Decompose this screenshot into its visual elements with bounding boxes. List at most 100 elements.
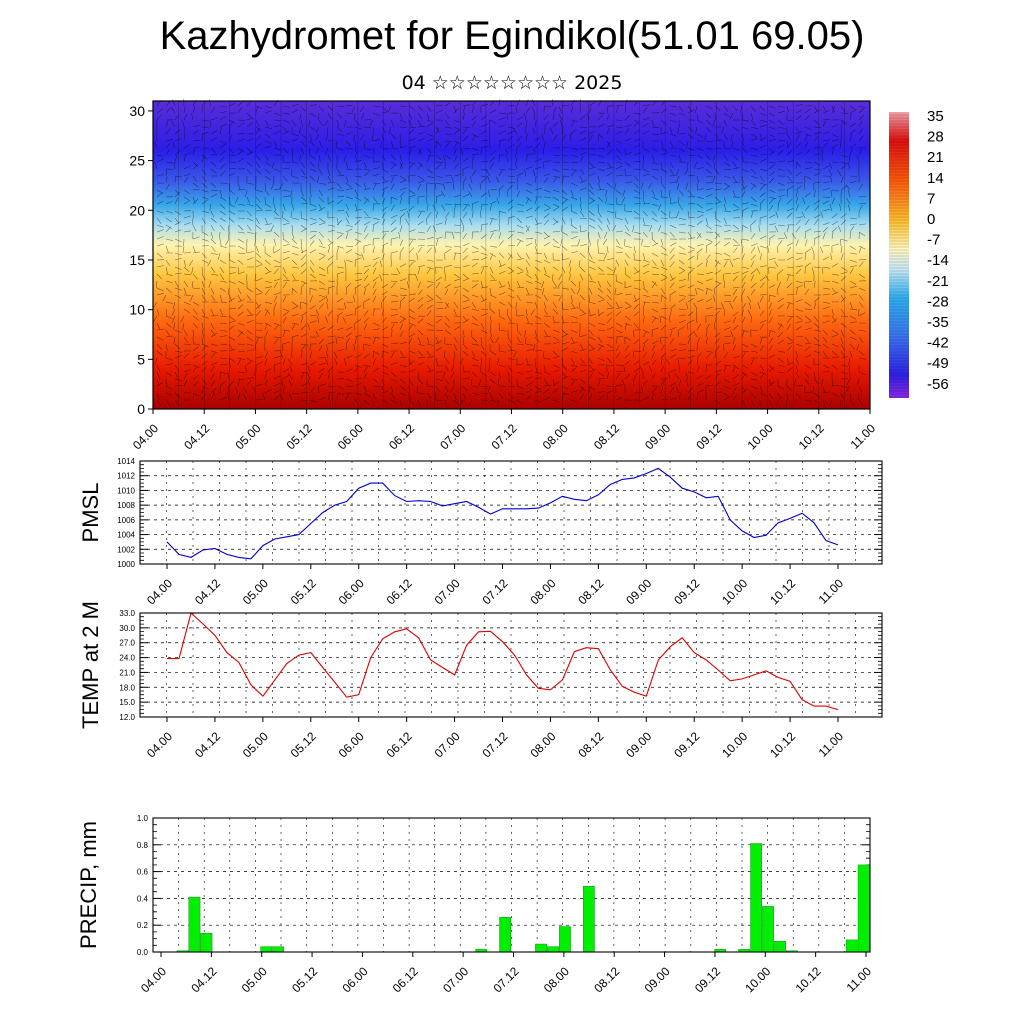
colorbar-band-lines: [889, 114, 909, 398]
colorbar-label: -49: [927, 355, 949, 372]
x-tick-label: 07.12: [479, 729, 510, 760]
y-tick-label: 33.0: [119, 609, 135, 618]
y-axis-label: TEMP at 2 M: [78, 601, 103, 729]
y-tick-label: 1010: [117, 486, 135, 495]
precip-bar: [774, 941, 786, 953]
x-tick-label: 09.12: [671, 576, 702, 607]
x-tick-label: 09.12: [671, 729, 702, 760]
colorbar-label: -7: [927, 232, 940, 249]
y-tick-label: 15.0: [119, 698, 135, 707]
x-tick-label: 10.12: [793, 964, 824, 995]
wind-barbs: [153, 98, 867, 408]
x-tick-label: 08.12: [591, 964, 622, 995]
x-tick-label: 10.00: [745, 421, 776, 452]
x-tick-label: 08.00: [527, 729, 558, 760]
precip-bar: [762, 906, 774, 953]
x-tick-label: 10.00: [742, 964, 773, 995]
x-tick-label: 07.00: [440, 964, 471, 995]
precip-bar: [188, 896, 201, 953]
x-tick-label: 06.12: [390, 964, 421, 995]
y-tick-label: 1012: [117, 472, 135, 481]
y-tick-label: 0.8: [137, 841, 149, 850]
x-tick-label: 11.00: [848, 421, 879, 452]
x-tick-label: 05.12: [288, 576, 319, 607]
colorbar-label: 35: [927, 108, 944, 125]
precip-bar: [559, 926, 571, 953]
x-tick-label: 10.12: [796, 421, 827, 452]
y-tick-label: 30.0: [119, 624, 135, 633]
precip-bar: [535, 943, 547, 953]
x-tick-label: 08.12: [575, 729, 606, 760]
x-tick-label: 05.00: [240, 729, 271, 760]
y-tick-label: 10: [129, 302, 145, 318]
x-tick-label: 08.12: [591, 421, 622, 452]
x-tick-label: 05.00: [232, 421, 263, 452]
x-tick-label: 04.12: [181, 421, 212, 452]
y-tick-label: 0.6: [137, 868, 149, 877]
x-tick-label: 08.00: [541, 964, 572, 995]
v-gridlines: [139, 461, 883, 564]
x-tick-label: 08.00: [527, 576, 558, 607]
x-tick-label: 09.12: [693, 421, 724, 452]
x-tick-label: 06.00: [336, 576, 367, 607]
y-tick-label: 1004: [117, 531, 135, 540]
x-tick-label: 08.12: [575, 576, 606, 607]
cross-section-panel: 0 5 10 15 20 25 30 04.00 04.12 05.00 05.12 06.00 06.…: [129, 98, 879, 452]
colorbar-label: 21: [927, 149, 944, 166]
y-tick-label: 1014: [117, 457, 135, 466]
x-tick-label: 09.00: [642, 964, 673, 995]
x-tick-label: 07.12: [488, 421, 519, 452]
x-tick-label: 05.12: [284, 421, 315, 452]
y-tick-label: 25: [129, 153, 145, 169]
y-tick-label: 15: [129, 252, 145, 268]
colorbar-label: 14: [927, 170, 944, 187]
x-tick-label: 04.12: [192, 576, 223, 607]
x-tick-label: 09.00: [623, 729, 654, 760]
x-tick-label: 09.00: [623, 576, 654, 607]
colorbar-label: -35: [927, 314, 949, 331]
x-tick-label: 04.00: [144, 576, 175, 607]
x-tick-label: 04.12: [188, 964, 219, 995]
panel-frame: [139, 612, 883, 718]
y-tick-label: 12.0: [119, 713, 135, 722]
colorbar-bands: [889, 114, 909, 398]
x-tick-label: 10.00: [719, 729, 750, 760]
colorbar-label: -42: [927, 335, 949, 352]
x-tick-label: 07.00: [437, 421, 468, 452]
y-tick-label: 30: [129, 103, 145, 119]
x-tick-label: 04.00: [144, 729, 175, 760]
precip-bar: [547, 946, 559, 953]
x-tick-label: 11.00: [816, 576, 847, 607]
pmsl-panel: 1000 1002 1004 1006 1008 1010 1012 1014 04.00 04.…: [78, 457, 883, 607]
x-tick-label: 07.12: [490, 964, 521, 995]
y-tick-label: 1006: [117, 516, 135, 525]
y-tick-label: 18.0: [119, 683, 135, 692]
panel-frame: [139, 460, 883, 565]
temperature-line: [167, 611, 839, 711]
precipitation-panel: 0.0 0.2 0.4 0.6 0.8 1.0 04.00 04.12 05.00 05.12 06…: [76, 814, 874, 995]
colorbar-label: -14: [927, 252, 949, 269]
x-tick-label: 10.12: [767, 576, 798, 607]
pmsl-line: [166, 467, 839, 560]
x-tick-label: 06.00: [339, 964, 370, 995]
x-tick-label: 10.00: [719, 576, 750, 607]
y-tick-label: 20: [129, 202, 145, 218]
y-axis-label: PMSL: [78, 483, 103, 543]
y-tick-label: 0.0: [137, 948, 149, 957]
x-tick-label: 07.00: [432, 576, 463, 607]
precip-bar: [499, 917, 512, 953]
colorbar-gradient: [889, 112, 909, 398]
x-tick-label: 06.12: [384, 576, 415, 607]
x-tick-label: 05.12: [288, 729, 319, 760]
x-tick-label: 06.00: [336, 729, 367, 760]
x-tick-label: 04.00: [130, 421, 161, 452]
colorbar-label: 7: [927, 190, 935, 207]
x-tick-label: 11.00: [816, 729, 847, 760]
wind-barb-lines: [153, 98, 867, 408]
precip-bar: [200, 933, 213, 953]
minor-ticks: [140, 616, 882, 714]
colorbar-label: -28: [927, 293, 949, 310]
y-tick-label: 1002: [117, 545, 135, 554]
chart-subtitle: 04 ☆☆☆☆☆☆☆☆ 2025: [401, 72, 623, 94]
